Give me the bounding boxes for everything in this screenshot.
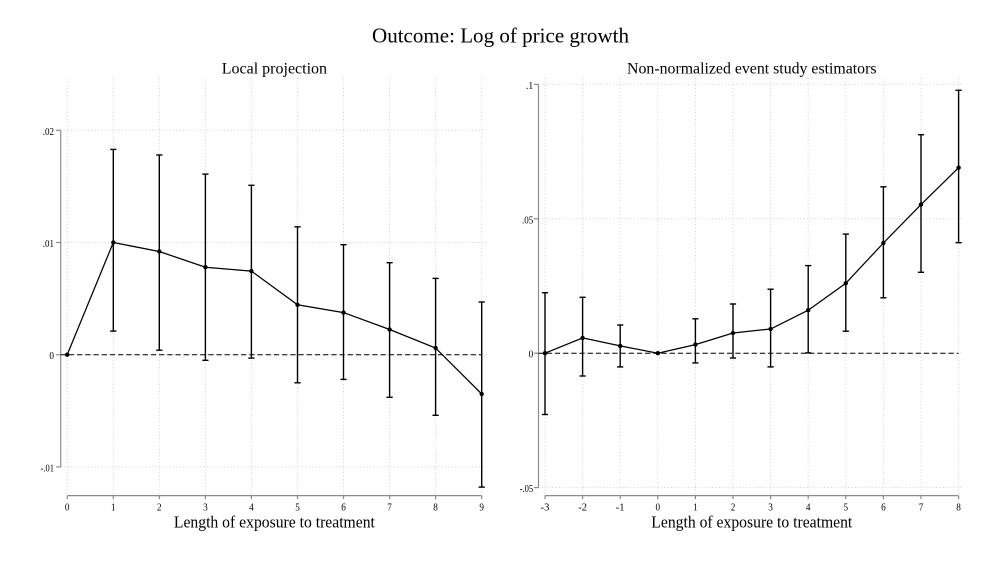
- svg-text:.02: .02: [43, 126, 54, 138]
- svg-text:1: 1: [693, 502, 698, 514]
- svg-text:.05: .05: [522, 214, 534, 226]
- svg-text:9: 9: [479, 502, 484, 514]
- svg-text:-.01: -.01: [41, 462, 55, 474]
- svg-text:7: 7: [387, 502, 392, 514]
- svg-text:1: 1: [111, 502, 116, 514]
- svg-text:-3: -3: [541, 502, 550, 514]
- svg-text:3: 3: [768, 502, 773, 514]
- svg-text:0: 0: [656, 502, 661, 514]
- svg-text:Local projection: Local projection: [222, 60, 327, 77]
- svg-text:-2: -2: [578, 502, 587, 514]
- svg-text:.01: .01: [43, 238, 54, 250]
- svg-text:Length of exposure to treatmen: Length of exposure to treatment: [651, 513, 852, 532]
- svg-text:0: 0: [529, 349, 534, 361]
- svg-text:5: 5: [844, 502, 849, 514]
- svg-text:5: 5: [295, 502, 300, 514]
- svg-text:4: 4: [806, 502, 811, 514]
- svg-text:4: 4: [249, 502, 254, 514]
- svg-text:0: 0: [65, 502, 70, 514]
- svg-text:6: 6: [881, 502, 886, 514]
- svg-text:-.05: -.05: [520, 483, 534, 495]
- svg-text:8: 8: [956, 502, 961, 514]
- svg-text:7: 7: [919, 502, 924, 514]
- svg-text:Non-normalized event study est: Non-normalized event study estimators: [627, 60, 877, 77]
- svg-text:2: 2: [731, 502, 736, 514]
- svg-text:Length of exposure to treatmen: Length of exposure to treatment: [174, 513, 375, 532]
- svg-text:Outcome: Log of price growth: Outcome: Log of price growth: [372, 24, 630, 48]
- svg-text:3: 3: [203, 502, 208, 514]
- svg-text:8: 8: [433, 502, 438, 514]
- svg-text:6: 6: [341, 502, 346, 514]
- svg-text:.1: .1: [526, 80, 533, 92]
- svg-text:0: 0: [49, 350, 54, 362]
- svg-text:2: 2: [157, 502, 162, 514]
- svg-text:-1: -1: [616, 502, 625, 514]
